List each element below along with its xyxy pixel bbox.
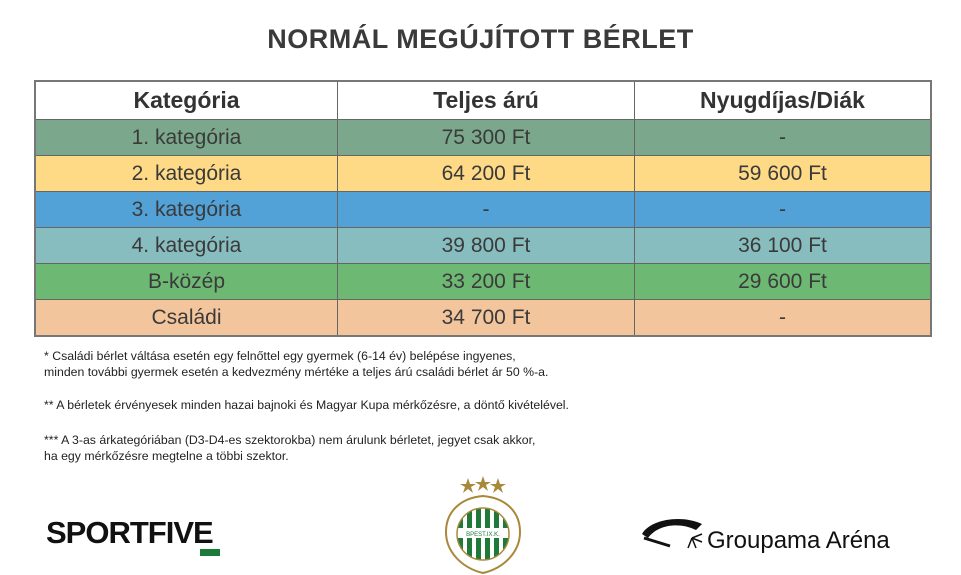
full-price-cell: 64 200 Ft xyxy=(337,155,635,192)
full-price-cell: 33 200 Ft xyxy=(337,263,635,300)
note-2: ** A bérletek érvényesek minden hazai ba… xyxy=(44,397,569,413)
header-category: Kategória xyxy=(34,80,338,120)
table-row: 2. kategória 64 200 Ft 59 600 Ft xyxy=(34,155,932,192)
category-cell: Családi xyxy=(34,299,338,337)
category-cell: B-közép xyxy=(34,263,338,300)
full-price-cell: 75 300 Ft xyxy=(337,119,635,156)
note-3: *** A 3-as árkategóriában (D3-D4-es szek… xyxy=(44,432,535,464)
page-title: NORMÁL MEGÚJÍTOTT BÉRLET xyxy=(267,24,694,54)
category-cell: 3. kategória xyxy=(34,191,338,228)
pensioner-student-price-cell: - xyxy=(634,119,932,156)
svg-text:BPEST.IX.K.: BPEST.IX.K. xyxy=(466,532,500,538)
groupama-arena-stadium-logo xyxy=(642,519,703,549)
note-2-line-1: ** A bérletek érvényesek minden hazai ba… xyxy=(44,398,569,412)
groupama-arena-logo-text: Groupama Aréna xyxy=(707,527,890,554)
table-row: B-közép 33 200 Ft 29 600 Ft xyxy=(34,263,932,300)
table-header-row: Kategória Teljes árú Nyugdíjas/Diák xyxy=(34,80,932,120)
note-3-line-2: ha egy mérkőzésre megtelne a többi szekt… xyxy=(44,449,289,463)
table-row: 1. kategória 75 300 Ft - xyxy=(34,119,932,156)
full-price-cell: - xyxy=(337,191,635,228)
table-row: 4. kategória 39 800 Ft 36 100 Ft xyxy=(34,227,932,264)
header-pensioner-student: Nyugdíjas/Diák xyxy=(634,80,932,120)
pensioner-student-price-cell: - xyxy=(634,191,932,228)
sportfive-logo-bar xyxy=(200,549,220,556)
pensioner-student-price-cell: - xyxy=(634,299,932,337)
note-1-line-1: * Családi bérlet váltása esetén egy feln… xyxy=(44,349,516,363)
pensioner-student-price-cell: 59 600 Ft xyxy=(634,155,932,192)
header-full-price: Teljes árú xyxy=(337,80,635,120)
note-1: * Családi bérlet váltása esetén egy feln… xyxy=(44,348,548,380)
table-row: 3. kategória - - xyxy=(34,191,932,228)
category-cell: 1. kategória xyxy=(34,119,338,156)
pensioner-student-price-cell: 29 600 Ft xyxy=(634,263,932,300)
category-cell: 2. kategória xyxy=(34,155,338,192)
full-price-cell: 39 800 Ft xyxy=(337,227,635,264)
note-3-line-1: *** A 3-as árkategóriában (D3-D4-es szek… xyxy=(44,433,536,447)
full-price-cell: 34 700 Ft xyxy=(337,299,635,337)
category-cell: 4. kategória xyxy=(34,227,338,264)
pensioner-student-price-cell: 36 100 Ft xyxy=(634,227,932,264)
note-1-line-2: minden további gyermek esetén a kedvezmé… xyxy=(44,365,549,379)
table-row: Családi 34 700 Ft - xyxy=(34,299,932,337)
ftc-crest-logo: BPEST.IX.K. xyxy=(444,476,522,574)
price-table: Kategória Teljes árú Nyugdíjas/Diák 1. k… xyxy=(34,80,932,337)
sportfive-logo: SPORTFIVE xyxy=(46,515,214,550)
